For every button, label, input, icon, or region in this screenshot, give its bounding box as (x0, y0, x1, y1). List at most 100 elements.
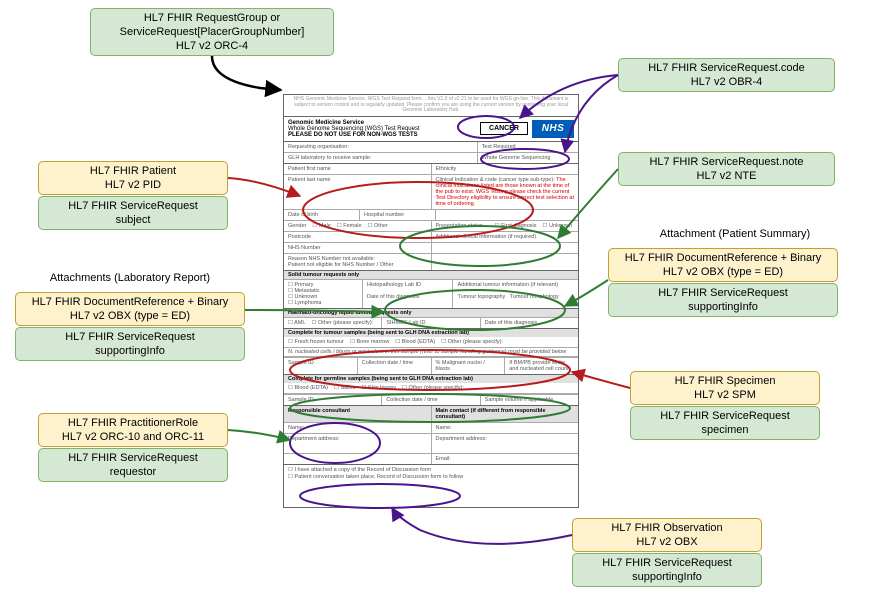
cell: Patient first name (284, 164, 432, 174)
cell: Email: (432, 454, 579, 464)
cell: Additional clinical information (if requ… (432, 232, 579, 242)
cell: % Malignant nuclei / blasts (432, 358, 506, 374)
section-header: Complete for tumour samples (being sent … (284, 329, 578, 337)
section-header: Solid tumour requests only (284, 271, 578, 279)
text: HL7 FHIR DocumentReference + Binary (615, 251, 831, 265)
cell: Clinical Indication & code (cancer type … (432, 175, 579, 209)
cell: Hospital number (360, 210, 436, 220)
text: Saliva (334, 385, 355, 391)
cell: GLH laboratory to receive sample: (284, 153, 478, 163)
text: Blood (EDTA) (395, 339, 435, 345)
patient-sub-box: HL7 FHIR ServiceRequest subject (38, 196, 228, 230)
cell: Reason NHS Number not available: Patient… (284, 254, 432, 270)
text: HL7 FHIR ServiceRequest supportingInfo (22, 330, 238, 359)
nhs-logo: NHS (532, 120, 574, 138)
practitioner-sub-box: HL7 FHIR ServiceRequest requestor (38, 448, 228, 482)
cell: Requesting organisation: (284, 142, 478, 152)
text: Patient not eligible for NHS Number / Ot… (288, 262, 393, 268)
att-sub-box: HL7 FHIR ServiceRequest supportingInfo (608, 283, 838, 317)
text: Unknown (543, 223, 572, 229)
text: HL7 FHIR ServiceRequest supportingInfo (615, 286, 831, 315)
text: HL7 v2 OBX (579, 535, 755, 549)
cell: Department address: (432, 434, 579, 453)
cell: Sample volume if applicable (481, 395, 578, 405)
text: HL7 FHIR PractitionerRole (45, 416, 221, 430)
cell: Responsible consultant (284, 406, 432, 422)
text: HL7 FHIR ServiceRequest requestor (45, 451, 221, 480)
cell: Collection date / time (358, 358, 432, 374)
cell: Postcode (284, 232, 432, 242)
text: Date of this diagnosis (367, 294, 420, 300)
section-header: Complete for germline samples (being sen… (284, 375, 578, 383)
att-box: HL7 FHIR DocumentReference + Binary HL7 … (608, 248, 838, 282)
form-title3: PLEASE DO NOT USE FOR NON-WGS TESTS (288, 132, 418, 138)
cell: Ethnicity (432, 164, 579, 174)
cell: Presentation status First diagnosis Unkn… (432, 221, 579, 231)
text: HL7 v2 ORC-4 (97, 39, 327, 53)
text: Patient conversation taken place; Record… (288, 474, 574, 480)
text: Male (312, 223, 330, 229)
cell: If BM/PB provide white and nucleated cel… (505, 358, 578, 374)
text: First diagnosis (495, 223, 537, 229)
cell: AML Other (please specify): (284, 318, 382, 328)
text: Additional tumour information (if releva… (457, 282, 558, 288)
text: HL7 v2 ORC-10 and ORC-11 (45, 430, 221, 444)
cell: Additional tumour information (if releva… (453, 280, 578, 308)
cell: Date of this diagnosis (481, 318, 578, 328)
observation-box: HL7 FHIR Observation HL7 v2 OBX (572, 518, 762, 552)
text: HL7 v2 OBX (type = ED) (615, 265, 831, 279)
text: Tumour topography (457, 294, 505, 300)
text: HL7 FHIR Observation (579, 521, 755, 535)
text: Histopathology Lab ID (367, 282, 421, 288)
test-request-form: NHS Genomic Medicine Service, WGS Test R… (283, 94, 579, 508)
text: Lymphoma (288, 300, 358, 306)
cell (436, 210, 578, 220)
text: Other (368, 223, 388, 229)
observation-sub-box: HL7 FHIR ServiceRequest supportingInfo (572, 553, 762, 587)
text: HL7 v2 NTE (625, 169, 828, 183)
lab-report-label: Attachments (Laboratory Report) (25, 272, 235, 284)
cell: NHS Number (284, 243, 432, 253)
cell: Name: (432, 423, 579, 433)
text: Bone marrow (350, 339, 389, 345)
cancer-badge: CANCER (480, 122, 528, 135)
lab-box: HL7 FHIR DocumentReference + Binary HL7 … (15, 292, 245, 326)
cell: Histopathology Lab ID Date of this diagn… (363, 280, 454, 308)
text: Tumour morphology (510, 294, 559, 300)
cell: Patient last name (284, 175, 432, 209)
text: HL7 FHIR ServiceRequest.note (625, 155, 828, 169)
cell: Gender Male Female Other (284, 221, 432, 231)
cell: Test Required (478, 142, 578, 152)
cell: Name: (284, 423, 432, 433)
specimen-box: HL7 FHIR Specimen HL7 v2 SPM (630, 371, 820, 405)
text: HL7 FHIR ServiceRequest subject (45, 199, 221, 228)
text: Skin biopsy (361, 385, 396, 391)
text: I have attached a copy of the Record of … (288, 467, 574, 473)
cell (284, 454, 432, 464)
cell: Sample ID (284, 395, 382, 405)
text: HL7 FHIR ServiceRequest.code (625, 61, 828, 75)
cell: Collection date / time (382, 395, 480, 405)
patient-box: HL7 FHIR Patient HL7 v2 PID (38, 161, 228, 195)
text: HL7 FHIR Specimen (637, 374, 813, 388)
cell: SIHMDS Lab ID (382, 318, 480, 328)
cell: Department address: (284, 434, 432, 453)
text: HL7 v2 PID (45, 178, 221, 192)
text: HL7 FHIR Patient (45, 164, 221, 178)
section-header: Haemato-oncology liquid tumour requests … (284, 309, 578, 317)
text: HL7 FHIR DocumentReference + Binary (22, 295, 238, 309)
text: Other (please specify): (402, 385, 464, 391)
text: Fresh frozen tumour (288, 339, 344, 345)
text: Other (please specify): (441, 339, 503, 345)
text: HL7 FHIR ServiceRequest specimen (637, 409, 813, 438)
lab-sub-box: HL7 FHIR ServiceRequest supportingInfo (15, 327, 245, 361)
cell: Sample ID (284, 358, 358, 374)
specimen-sub-box: HL7 FHIR ServiceRequest specimen (630, 406, 820, 440)
text: Female (337, 223, 362, 229)
text: HL7 FHIR RequestGroup or (97, 11, 327, 25)
code-box: HL7 FHIR ServiceRequest.code HL7 v2 OBR-… (618, 58, 835, 92)
text: N. nucleated cells / blasts or equivalen… (284, 348, 578, 357)
cell: Main contact (if different from responsi… (432, 406, 579, 422)
practitioner-box: HL7 FHIR PractitionerRole HL7 v2 ORC-10 … (38, 413, 228, 447)
text: Blood (EDTA) (288, 385, 328, 391)
